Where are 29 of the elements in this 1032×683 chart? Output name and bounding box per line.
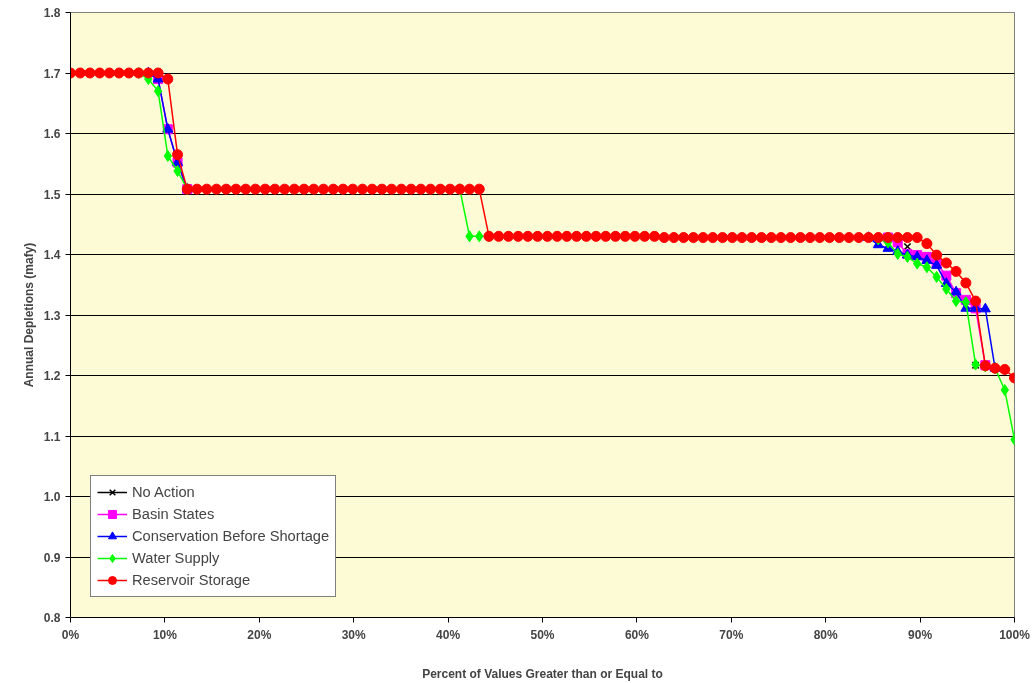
x-tick-label: 80%: [813, 627, 839, 642]
y-tick-label: 0.8: [43, 611, 61, 625]
y-tick-label: 1.5: [43, 187, 61, 202]
y-tick-label: 1.2: [43, 369, 61, 383]
y-tick-label: 1.4: [43, 248, 61, 262]
y-tick-label: 1.3: [43, 308, 61, 323]
x-tick-label: 30%: [341, 627, 367, 642]
y-tick-label: 1.0: [43, 490, 61, 504]
y-tick-label: 1.7: [43, 66, 61, 81]
y-axis-title: Annual Depletions (mafy): [21, 242, 36, 388]
x-tick-label: 20%: [247, 627, 272, 642]
legend-label: Conservation Before Shortage: [132, 528, 330, 544]
y-tick-label: 1.8: [43, 6, 61, 20]
x-tick-label: 0%: [61, 627, 80, 642]
legend-label: Reservoir Storage: [132, 572, 251, 588]
x-tick-label: 70%: [719, 627, 744, 642]
y-tick-label: 1.6: [43, 127, 61, 141]
legend-label: No Action: [132, 484, 195, 500]
x-tick-label: 100%: [999, 627, 1031, 642]
x-tick-label: 10%: [152, 627, 178, 642]
x-axis-title: Percent of Values Greater than or Equal to: [422, 666, 663, 681]
x-tick-label: 90%: [908, 627, 933, 642]
y-tick-label: 0.9: [43, 550, 61, 565]
legend-label: Water Supply: [132, 550, 220, 566]
x-tick-label: 50%: [530, 627, 555, 642]
x-tick-label: 60%: [624, 627, 650, 642]
legend-label: Basin States: [132, 506, 215, 522]
y-tick-label: 1.1: [43, 429, 61, 444]
x-tick-label: 40%: [436, 627, 461, 642]
